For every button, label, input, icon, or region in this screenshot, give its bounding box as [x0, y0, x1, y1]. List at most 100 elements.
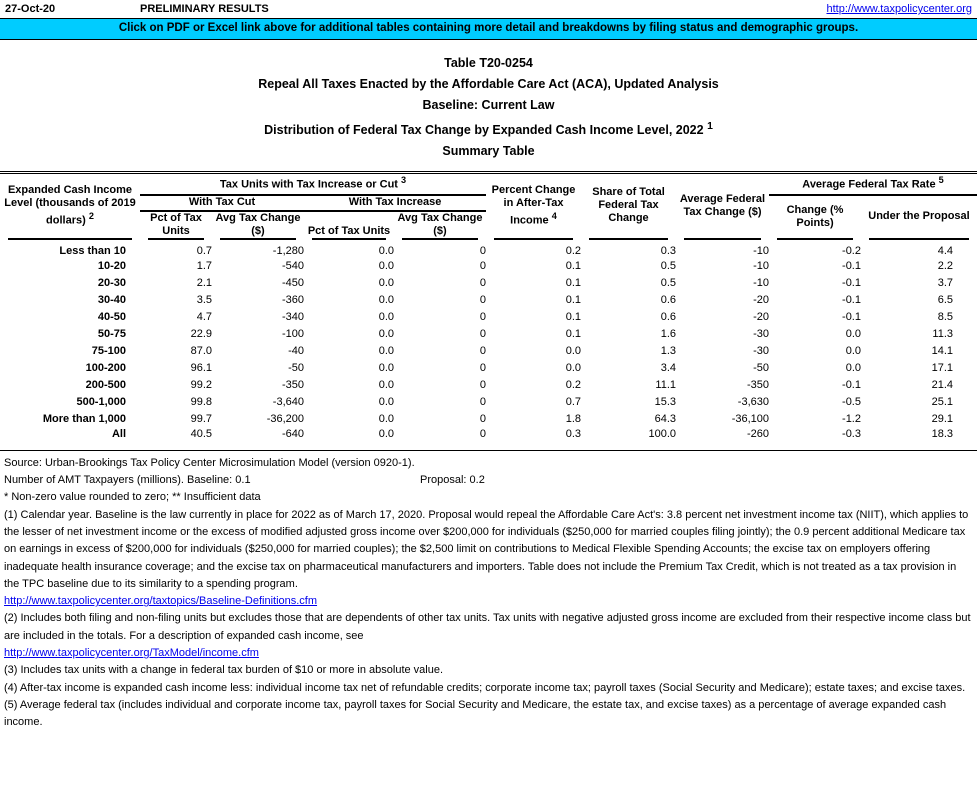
table-row: 10-20 1.7 -540 0.0 0 0.1 0.5 -10 -0.1 2.… [0, 258, 977, 275]
pct-change-after-tax-cell: 0.1 [565, 311, 581, 324]
table-row: More than 1,000 99.7 -36,200 0.0 0 1.8 6… [0, 411, 977, 428]
inc-pct-units-cell: 0.0 [378, 311, 394, 324]
amt-taxpayers-note: Number of AMT Taxpayers (millions). Base… [4, 472, 971, 489]
col-group-with-tax-increase: With Tax Increase [304, 196, 486, 212]
inc-pct-units-cell: 0.0 [378, 362, 394, 375]
cut-avg-change-cell: -350 [281, 379, 304, 392]
share-of-total-cell: 64.3 [654, 413, 676, 426]
table-row: 75-100 87.0 -40 0.0 0 0.0 1.3 -30 0.0 14… [0, 343, 977, 360]
cut-avg-change-cell: -540 [281, 260, 304, 273]
table-header: Expanded Cash Income Level (thousands of… [0, 173, 977, 241]
cut-avg-change-cell: -1,280 [272, 245, 304, 258]
cut-avg-change-cell: -640 [281, 427, 304, 440]
cut-avg-change-cell: -36,200 [266, 413, 304, 426]
rate-change-cell: 0.0 [845, 345, 861, 358]
footnotes-section: Source: Urban-Brookings Tax Policy Cente… [0, 451, 977, 732]
footnote-ref-4: 4 [551, 211, 557, 222]
cut-pct-units-cell: 87.0 [190, 345, 212, 358]
table-row: 100-200 96.1 -50 0.0 0 0.0 3.4 -50 0.0 1… [0, 360, 977, 377]
col-header-rate-change: Change (% Points) [786, 203, 844, 229]
pct-change-after-tax-cell: 0.1 [565, 294, 581, 307]
inc-pct-units-cell: 0.0 [378, 396, 394, 409]
col-header-cut-avg-change: Avg Tax Change ($) [215, 211, 301, 237]
table-row: 500-1,000 99.8 -3,640 0.0 0 0.7 15.3 -3,… [0, 394, 977, 411]
col-header-income: Expanded Cash Income Level (thousands of… [4, 184, 136, 227]
rate-under-proposal-cell: 2.2 [937, 260, 954, 273]
info-banner-text: Click on PDF or Excel link above for add… [118, 22, 859, 34]
income-level-cell: 75-100 [91, 345, 126, 358]
table-row: 30-40 3.5 -360 0.0 0 0.1 0.6 -20 -0.1 6.… [0, 292, 977, 309]
col-header-inc-avg-change: Avg Tax Change ($) [397, 211, 483, 237]
inc-pct-units-cell: 0.0 [378, 413, 394, 426]
inc-avg-change-cell: 0 [479, 245, 486, 258]
cut-pct-units-cell: 96.1 [190, 362, 212, 375]
footnote-5: (5) Average federal tax (includes indivi… [4, 698, 947, 729]
col-header-avg-federal-tax-change: Average Federal Tax Change ($) [679, 192, 766, 218]
cut-pct-units-cell: 3.5 [196, 294, 212, 307]
inc-avg-change-cell: 0 [479, 294, 486, 307]
income-level-cell: 20-30 [97, 277, 126, 290]
pct-change-after-tax-cell: 0.2 [565, 245, 581, 258]
cut-pct-units-cell: 1.7 [196, 260, 212, 273]
inc-avg-change-cell: 0 [479, 413, 486, 426]
cut-avg-change-cell: -40 [288, 345, 304, 358]
col-header-inc-pct-units: Pct of Tax Units [307, 224, 391, 237]
table-row: 20-30 2.1 -450 0.0 0 0.1 0.5 -10 -0.1 3.… [0, 275, 977, 292]
income-level-cell: 10-20 [97, 260, 126, 273]
rate-under-proposal-cell: 25.1 [931, 396, 954, 409]
cut-pct-units-cell: 22.9 [190, 328, 212, 341]
inc-pct-units-cell: 0.0 [378, 379, 394, 392]
cut-pct-units-cell: 4.7 [196, 311, 212, 324]
rate-change-cell: -1.2 [842, 413, 861, 426]
cut-avg-change-cell: -50 [288, 362, 304, 375]
col-group-tax-units: Tax Units with Tax Increase or Cut 3 [140, 173, 486, 196]
income-definition-link[interactable]: http://www.taxpolicycenter.org/TaxModel/… [4, 647, 259, 660]
col-group-with-tax-cut: With Tax Cut [140, 196, 304, 212]
avg-federal-tax-change-cell: -3,630 [737, 396, 769, 409]
title-line-baseline: Baseline: Current Law [422, 98, 555, 112]
cut-avg-change-cell: -100 [281, 328, 304, 341]
info-banner: Click on PDF or Excel link above for add… [0, 18, 977, 40]
avg-federal-tax-change-cell: -10 [753, 277, 769, 290]
avg-federal-tax-change-cell: -50 [753, 362, 769, 375]
rate-change-cell: -0.2 [842, 245, 861, 258]
share-of-total-cell: 0.5 [660, 260, 676, 273]
baseline-definitions-link[interactable]: http://www.taxpolicycenter.org/taxtopics… [4, 595, 318, 608]
share-of-total-cell: 11.1 [655, 379, 676, 392]
inc-avg-change-cell: 0 [479, 362, 486, 375]
pct-change-after-tax-cell: 0.7 [565, 396, 581, 409]
inc-pct-units-cell: 0.0 [378, 260, 394, 273]
pct-change-after-tax-cell: 0.0 [565, 345, 581, 358]
distribution-table: Expanded Cash Income Level (thousands of… [0, 171, 977, 451]
rate-change-cell: -0.3 [842, 427, 861, 440]
avg-federal-tax-change-cell: -260 [746, 427, 769, 440]
footnote-ref-2: 2 [88, 211, 94, 222]
inc-avg-change-cell: 0 [479, 427, 486, 440]
source-note: Source: Urban-Brookings Tax Policy Cente… [4, 456, 415, 469]
avg-federal-tax-change-cell: -30 [753, 345, 769, 358]
share-of-total-cell: 0.6 [660, 311, 676, 324]
inc-pct-units-cell: 0.0 [378, 427, 394, 440]
inc-avg-change-cell: 0 [479, 277, 486, 290]
income-level-cell: 100-200 [85, 362, 126, 375]
title-line-proposal: Repeal All Taxes Enacted by the Affordab… [258, 77, 719, 91]
col-header-pct-change-after-tax: Percent Change in After-Tax Income 4 [491, 184, 576, 227]
cut-avg-change-cell: -360 [281, 294, 304, 307]
rate-under-proposal-cell: 3.7 [937, 277, 954, 290]
avg-federal-tax-change-cell: -36,100 [731, 413, 769, 426]
table-row: Less than 10 0.7 -1,280 0.0 0 0.2 0.3 -1… [0, 241, 977, 258]
cut-pct-units-cell: 99.2 [190, 379, 212, 392]
inc-avg-change-cell: 0 [479, 379, 486, 392]
top-bar: 27-Oct-20 PRELIMINARY RESULTS http://www… [0, 0, 977, 18]
income-level-cell: Less than 10 [59, 245, 126, 258]
footnote-2: (2) Includes both filing and non-filing … [4, 612, 971, 642]
rounding-note: * Non-zero value rounded to zero; ** Ins… [4, 491, 261, 504]
share-of-total-cell: 1.6 [660, 328, 676, 341]
inc-avg-change-cell: 0 [479, 260, 486, 273]
taxpolicycenter-link[interactable]: http://www.taxpolicycenter.org [826, 3, 972, 15]
avg-federal-tax-change-cell: -10 [753, 245, 769, 258]
share-of-total-cell: 15.3 [654, 396, 676, 409]
income-level-cell: 50-75 [97, 328, 126, 341]
title-line-summary: Summary Table [442, 144, 535, 159]
avg-federal-tax-change-cell: -10 [753, 260, 769, 273]
